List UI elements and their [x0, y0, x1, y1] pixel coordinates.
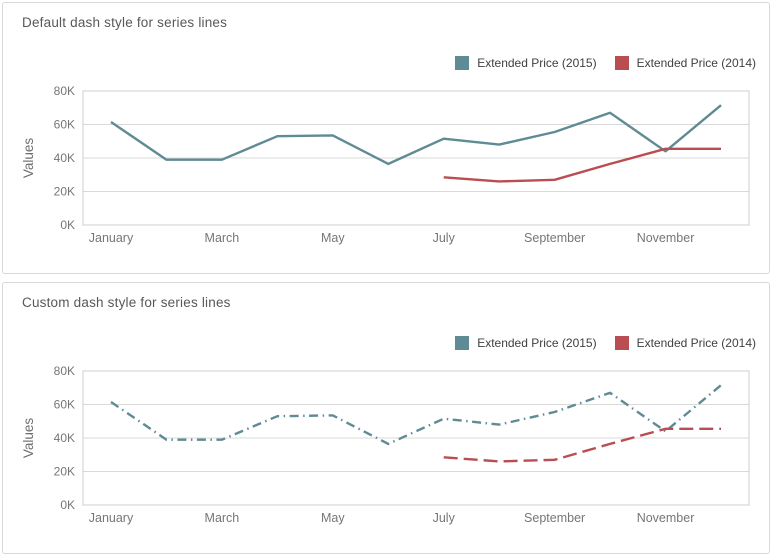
chart-panel-custom-dash: Custom dash style for series lines Exten… [2, 282, 770, 554]
x-tick-label: September [524, 511, 585, 525]
plot-border [82, 90, 750, 226]
x-tick-label: July [433, 511, 456, 525]
x-tick-label: March [205, 511, 240, 525]
y-tick-label: 20K [54, 465, 75, 479]
y-tick-label: 0K [60, 218, 75, 232]
legend-item-extended-price-2014[interactable]: Extended Price (2014) [614, 336, 756, 350]
legend-swatch-2015-icon [455, 336, 470, 350]
legend-label-2015: Extended Price (2015) [477, 336, 597, 350]
legend-label-2014: Extended Price (2014) [636, 336, 756, 350]
legend: Extended Price (2015) Extended Price (20… [455, 336, 756, 350]
x-tick-label: November [637, 231, 695, 245]
y-tick-label: 80K [54, 364, 75, 378]
legend-label-2014: Extended Price (2014) [636, 56, 756, 70]
chart-panel-default-dash: Default dash style for series lines Exte… [2, 2, 770, 274]
line-chart-custom-dash: 0K 20K 40K 60K 80K Values January March May July S… [21, 364, 750, 525]
legend-swatch-2015-icon [455, 56, 470, 70]
legend: Extended Price (2015) Extended Price (20… [455, 56, 756, 70]
series-line-extended-price-2014 [443, 147, 721, 183]
x-tick-label: July [433, 231, 456, 245]
series-line-extended-price-2014 [443, 427, 721, 463]
legend-swatch-2014-icon [614, 56, 629, 70]
legend-swatch-2014-icon [614, 336, 629, 350]
x-tick-label: May [321, 511, 345, 525]
legend-item-extended-price-2015[interactable]: Extended Price (2015) [455, 336, 597, 350]
y-tick-label: 0K [60, 498, 75, 512]
y-tick-label: 40K [54, 151, 75, 165]
line-chart-default-dash: 0K 20K 40K 60K 80K Values January March May July S… [21, 84, 750, 245]
y-tick-label: 80K [54, 84, 75, 98]
x-tick-label: November [637, 511, 695, 525]
x-tick-label: January [89, 511, 134, 525]
series-line-extended-price-2015 [110, 384, 722, 446]
x-tick-label: September [524, 231, 585, 245]
series-line-extended-price-2015 [110, 104, 722, 166]
y-tick-label: 60K [54, 398, 75, 412]
y-axis-title: Values [21, 418, 36, 459]
y-tick-label: 60K [54, 118, 75, 132]
legend-item-extended-price-2014[interactable]: Extended Price (2014) [614, 56, 756, 70]
legend-label-2015: Extended Price (2015) [477, 56, 597, 70]
chart-title: Custom dash style for series lines [22, 295, 231, 310]
y-tick-label: 20K [54, 185, 75, 199]
x-tick-label: March [205, 231, 240, 245]
chart-title: Default dash style for series lines [22, 15, 228, 30]
x-tick-label: May [321, 231, 345, 245]
x-tick-label: January [89, 231, 134, 245]
legend-item-extended-price-2015[interactable]: Extended Price (2015) [455, 56, 597, 70]
y-tick-label: 40K [54, 431, 75, 445]
plot-border [82, 370, 750, 506]
y-axis-title: Values [21, 138, 36, 179]
